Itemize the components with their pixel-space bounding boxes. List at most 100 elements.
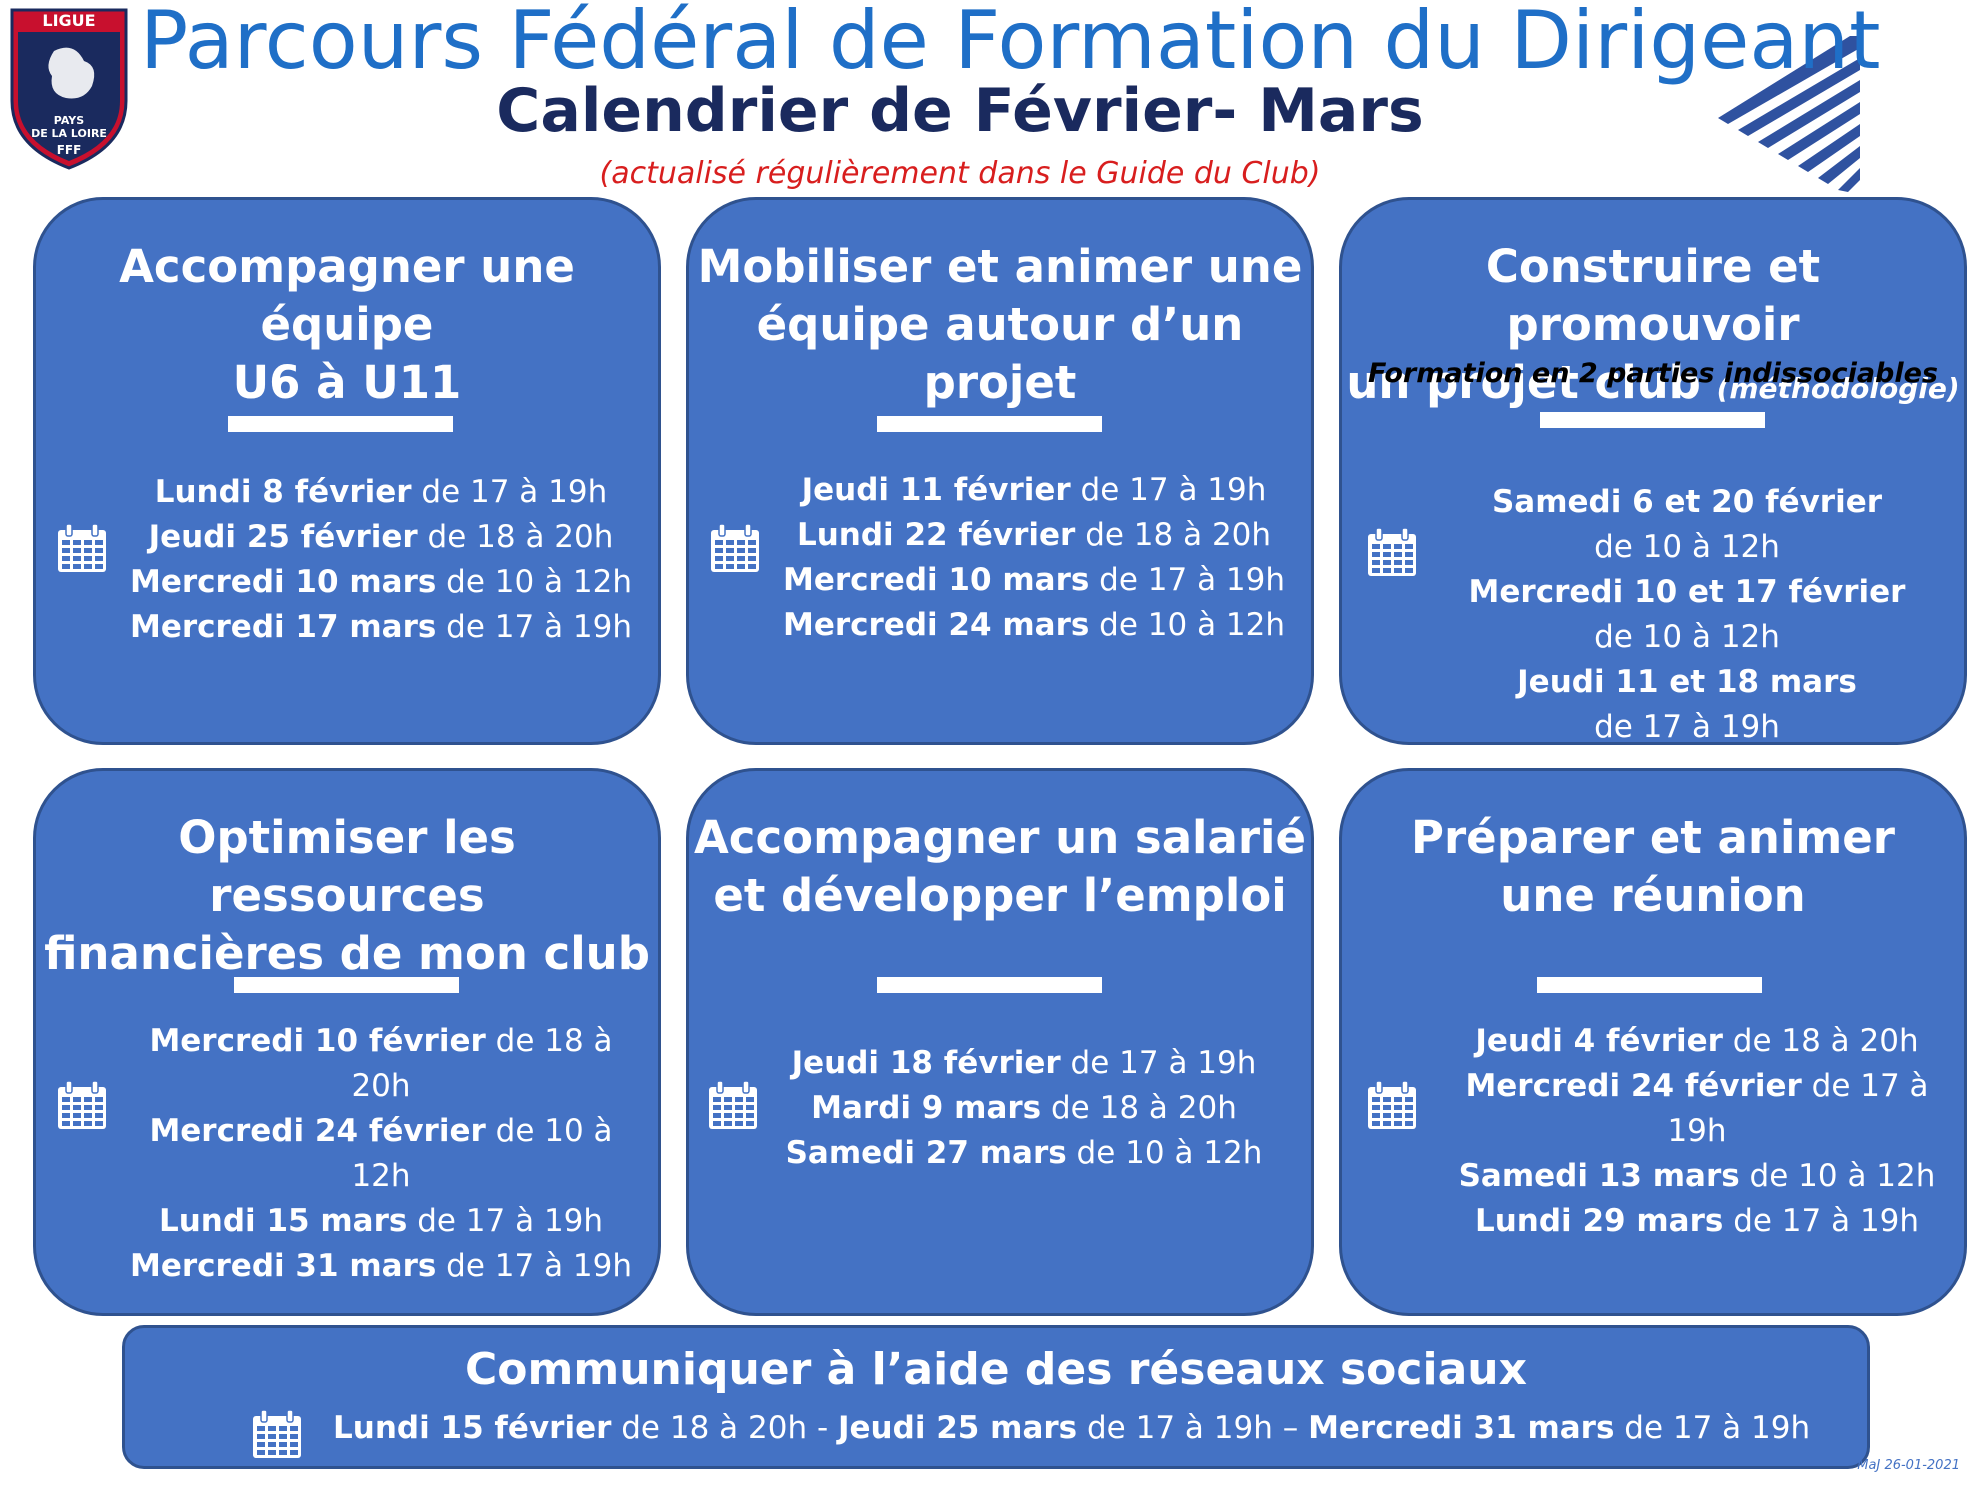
card-title-line1: Accompagner une équipe bbox=[119, 240, 575, 351]
date-line: Lundi 8 février de 17 à 19h bbox=[126, 470, 636, 515]
card-title-line2: financières de mon club bbox=[44, 927, 650, 980]
date-line: Mercredi 10 février de 18 à 20h bbox=[116, 1019, 646, 1109]
card-title: Accompagner un salarié et développer l’e… bbox=[689, 809, 1311, 925]
date-line: Samedi 13 mars de 10 à 12h bbox=[1437, 1154, 1957, 1199]
date-time: de 17 à 19h bbox=[407, 1203, 604, 1239]
date-time: de 17 à 19h bbox=[1089, 562, 1286, 598]
date-line: Jeudi 18 février de 17 à 19h bbox=[769, 1041, 1279, 1086]
date-time: de 10 à 12h bbox=[351, 1113, 613, 1194]
card-dates: Samedi 6 et 20 février de 10 à 12h Mercr… bbox=[1432, 480, 1942, 750]
card-title: Accompagner une équipe U6 à U11 bbox=[36, 238, 658, 412]
card-accompagner-equipe: Accompagner une équipe U6 à U11 Lundi 8 … bbox=[33, 197, 661, 745]
date-day: Mercredi 10 mars bbox=[782, 562, 1090, 598]
card-title-line1: Mobiliser et animer une bbox=[697, 240, 1303, 293]
date-line: Jeudi 25 février de 18 à 20h bbox=[126, 515, 636, 560]
date-day: Jeudi 18 février bbox=[791, 1045, 1061, 1081]
date-day: Samedi 13 mars bbox=[1458, 1158, 1740, 1194]
date-day: Mercredi 10 et 17 février bbox=[1468, 574, 1906, 610]
card-title: Préparer et animer une réunion bbox=[1342, 809, 1964, 925]
date-day: Lundi 8 février bbox=[154, 474, 412, 510]
date-day: Jeudi 4 février bbox=[1475, 1023, 1723, 1059]
card-title-line1: Accompagner un salarié bbox=[693, 811, 1306, 864]
card-title: Construire et promouvoir un projet club … bbox=[1342, 238, 1964, 418]
date-day: Samedi 27 mars bbox=[785, 1135, 1067, 1171]
date-line: Lundi 22 février de 18 à 20h bbox=[779, 513, 1289, 558]
date-time: de 18 à 20h bbox=[1075, 517, 1272, 553]
card-title-line1: Construire et promouvoir bbox=[1485, 240, 1821, 351]
date-time: de 17 à 19h bbox=[1594, 709, 1780, 745]
card-divider bbox=[1540, 412, 1765, 428]
date-line: de 10 à 12h bbox=[1432, 525, 1942, 570]
date-line: Lundi 29 mars de 17 à 19h bbox=[1437, 1199, 1957, 1244]
date-line: de 10 à 12h bbox=[1432, 615, 1942, 660]
date-time: de 17 à 19h bbox=[1667, 1068, 1929, 1149]
date-day: Mercredi 10 mars bbox=[129, 564, 437, 600]
date-line: Jeudi 11 et 18 mars bbox=[1432, 660, 1942, 705]
date-time: de 18 à 20h bbox=[1722, 1023, 1919, 1059]
card-divider bbox=[877, 977, 1102, 993]
date-day: Lundi 29 mars bbox=[1474, 1203, 1724, 1239]
date-day: Mercredi 24 mars bbox=[782, 607, 1090, 643]
date-time: de 10 à 12h bbox=[1089, 607, 1286, 643]
date-time: de 17 à 19h bbox=[436, 1248, 633, 1284]
card-title-line2: équipe autour d’un projet bbox=[756, 298, 1244, 409]
calendar-icon bbox=[1368, 527, 1416, 576]
calendar-icon bbox=[253, 1409, 301, 1458]
page-subtitle: Calendrier de Février- Mars bbox=[496, 76, 1424, 146]
date-day: Lundi 15 février bbox=[333, 1410, 612, 1446]
date-line: Mercredi 10 mars de 10 à 12h bbox=[126, 560, 636, 605]
logo-line1: PAYS bbox=[54, 114, 84, 127]
date-day: Mercredi 31 mars bbox=[1308, 1410, 1615, 1446]
card-title-line2: U6 à U11 bbox=[232, 356, 462, 409]
card-title: Optimiser les ressources financières de … bbox=[36, 809, 658, 983]
date-day: Jeudi 25 février bbox=[148, 519, 418, 555]
date-day: Lundi 15 mars bbox=[158, 1203, 408, 1239]
date-time: de 18 à 20h bbox=[1041, 1090, 1237, 1126]
card-dates: Jeudi 18 février de 17 à 19h Mardi 9 mar… bbox=[769, 1041, 1279, 1176]
card-dates: Lundi 8 février de 17 à 19h Jeudi 25 fév… bbox=[126, 470, 636, 650]
date-time: de 18 à 20h - bbox=[611, 1410, 838, 1446]
card-preparer-reunion: Préparer et animer une réunion Jeudi 4 f… bbox=[1339, 768, 1967, 1316]
date-day: Mercredi 24 février bbox=[1465, 1068, 1802, 1104]
card-dates: Jeudi 4 février de 18 à 20h Mercredi 24 … bbox=[1437, 1019, 1957, 1244]
card-title-line2-main: un projet club bbox=[1346, 356, 1717, 409]
bottom-dates: Lundi 15 février de 18 à 20h - Jeudi 25 … bbox=[333, 1410, 1810, 1446]
date-time: de 17 à 19h bbox=[1060, 1045, 1257, 1081]
date-time: de 17 à 19h bbox=[1723, 1203, 1920, 1239]
date-day: Lundi 22 février bbox=[796, 517, 1076, 553]
logo-line2: DE LA LOIRE bbox=[31, 127, 107, 140]
date-time: de 18 à 20h bbox=[417, 519, 614, 555]
card-construire-projet: Construire et promouvoir un projet club … bbox=[1339, 197, 1967, 745]
logo-bottom: FFF bbox=[57, 143, 82, 157]
date-day: Jeudi 11 février bbox=[801, 472, 1071, 508]
date-day: Mercredi 31 mars bbox=[129, 1248, 437, 1284]
date-line: Mercredi 10 et 17 février bbox=[1432, 570, 1942, 615]
card-divider bbox=[877, 416, 1102, 432]
card-title-line2: une réunion bbox=[1500, 869, 1806, 922]
date-day: Jeudi 11 et 18 mars bbox=[1517, 664, 1857, 700]
date-time: de 10 à 12h bbox=[1066, 1135, 1263, 1171]
date-line: Mercredi 17 mars de 17 à 19h bbox=[126, 605, 636, 650]
card-title-line2: et développer l’emploi bbox=[713, 869, 1287, 922]
date-time: de 17 à 19h bbox=[436, 609, 633, 645]
date-time: de 10 à 12h bbox=[1739, 1158, 1936, 1194]
date-day: Samedi 6 et 20 février bbox=[1491, 484, 1883, 520]
calendar-icon bbox=[58, 523, 106, 572]
card-optimiser-ressources: Optimiser les ressources financières de … bbox=[33, 768, 661, 1316]
card-dates: Mercredi 10 février de 18 à 20h Mercredi… bbox=[116, 1019, 646, 1289]
card-mobiliser-equipe: Mobiliser et animer une équipe autour d’… bbox=[686, 197, 1314, 745]
calendar-icon bbox=[1368, 1080, 1416, 1129]
date-line: Samedi 6 et 20 février bbox=[1432, 480, 1942, 525]
date-time: de 17 à 19h bbox=[1614, 1410, 1811, 1446]
page-note: (actualisé régulièrement dans le Guide d… bbox=[599, 156, 1321, 191]
date-line: Jeudi 4 février de 18 à 20h bbox=[1437, 1019, 1957, 1064]
card-divider bbox=[234, 977, 459, 993]
update-date: MaJ 26-01-2021 bbox=[1857, 1458, 1960, 1473]
date-time: de 17 à 19h – bbox=[1077, 1410, 1309, 1446]
date-line: Mercredi 31 mars de 17 à 19h bbox=[116, 1244, 646, 1289]
card-accompagner-salarie: Accompagner un salarié et développer l’e… bbox=[686, 768, 1314, 1316]
date-line: Mercredi 24 février de 17 à 19h bbox=[1437, 1064, 1957, 1154]
logo-top: LIGUE bbox=[42, 11, 95, 30]
date-day: Mardi 9 mars bbox=[811, 1090, 1042, 1126]
calendar-icon bbox=[709, 1080, 757, 1129]
